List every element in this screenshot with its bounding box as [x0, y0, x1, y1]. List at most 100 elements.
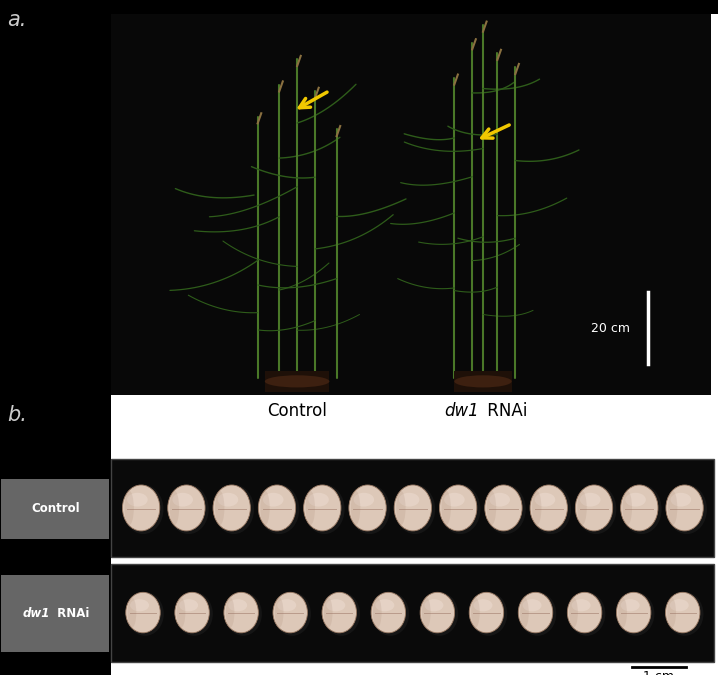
Ellipse shape [621, 485, 661, 534]
Ellipse shape [420, 593, 454, 633]
Ellipse shape [127, 493, 148, 506]
Ellipse shape [172, 493, 193, 506]
Text: Control: Control [31, 502, 80, 516]
Ellipse shape [440, 485, 480, 534]
Text: Control: Control [267, 402, 327, 420]
Ellipse shape [225, 597, 234, 628]
Ellipse shape [224, 593, 258, 633]
FancyBboxPatch shape [454, 371, 512, 392]
Ellipse shape [326, 599, 345, 612]
Bar [0, 0, 111, 675]
Ellipse shape [567, 593, 602, 633]
Ellipse shape [258, 485, 296, 531]
Ellipse shape [444, 493, 465, 506]
Ellipse shape [485, 485, 526, 534]
Ellipse shape [535, 493, 555, 506]
Ellipse shape [439, 485, 477, 531]
Ellipse shape [625, 493, 645, 506]
Ellipse shape [177, 597, 185, 628]
Ellipse shape [273, 593, 307, 633]
Ellipse shape [306, 491, 315, 525]
Ellipse shape [666, 592, 704, 636]
Ellipse shape [123, 485, 164, 534]
Ellipse shape [520, 597, 528, 628]
Bar [1, 575, 109, 652]
Ellipse shape [620, 485, 658, 531]
Ellipse shape [398, 493, 419, 506]
Ellipse shape [322, 593, 356, 633]
Ellipse shape [371, 593, 406, 633]
Ellipse shape [323, 592, 360, 636]
Ellipse shape [169, 491, 179, 525]
Ellipse shape [519, 592, 556, 636]
Ellipse shape [126, 592, 164, 636]
Ellipse shape [228, 599, 247, 612]
Text: a.: a. [7, 10, 27, 30]
Ellipse shape [618, 597, 627, 628]
Ellipse shape [130, 599, 149, 612]
Bar [111, 564, 714, 662]
Ellipse shape [671, 493, 691, 506]
Ellipse shape [485, 485, 522, 531]
Ellipse shape [176, 592, 213, 636]
Ellipse shape [265, 375, 330, 387]
Ellipse shape [471, 597, 480, 628]
Text: dw1: dw1 [444, 402, 480, 420]
Ellipse shape [577, 491, 587, 525]
Text: b.: b. [7, 405, 27, 425]
Bar [0, 0, 718, 14]
Ellipse shape [213, 485, 251, 531]
Ellipse shape [215, 491, 225, 525]
Ellipse shape [670, 599, 689, 612]
Ellipse shape [572, 599, 591, 612]
Ellipse shape [470, 593, 504, 633]
Ellipse shape [123, 485, 160, 531]
Ellipse shape [576, 485, 616, 534]
Ellipse shape [350, 485, 390, 534]
Ellipse shape [396, 491, 406, 525]
Ellipse shape [225, 592, 262, 636]
Ellipse shape [617, 592, 654, 636]
Ellipse shape [259, 485, 299, 534]
Ellipse shape [667, 597, 676, 628]
Text: 20 cm: 20 cm [591, 321, 630, 335]
Ellipse shape [277, 599, 297, 612]
Ellipse shape [324, 597, 332, 628]
Ellipse shape [304, 485, 341, 531]
Ellipse shape [304, 485, 345, 534]
Ellipse shape [218, 493, 238, 506]
Ellipse shape [580, 493, 600, 506]
Ellipse shape [263, 493, 284, 506]
Ellipse shape [568, 592, 605, 636]
Ellipse shape [666, 485, 707, 534]
Ellipse shape [169, 485, 209, 534]
Ellipse shape [474, 599, 493, 612]
Ellipse shape [454, 375, 512, 387]
Ellipse shape [422, 597, 431, 628]
Ellipse shape [666, 485, 703, 531]
Ellipse shape [490, 493, 510, 506]
Ellipse shape [518, 593, 553, 633]
Ellipse shape [126, 593, 160, 633]
Text: RNAi: RNAi [53, 607, 90, 620]
Ellipse shape [274, 592, 311, 636]
Ellipse shape [353, 493, 374, 506]
Ellipse shape [394, 485, 432, 531]
Ellipse shape [168, 485, 205, 531]
Ellipse shape [668, 491, 677, 525]
Ellipse shape [128, 597, 136, 628]
Text: RNAi: RNAi [482, 402, 527, 420]
Ellipse shape [623, 491, 632, 525]
Ellipse shape [666, 593, 700, 633]
Bar [1, 479, 109, 539]
Ellipse shape [421, 592, 458, 636]
Ellipse shape [261, 491, 270, 525]
Ellipse shape [351, 491, 360, 525]
Ellipse shape [373, 597, 381, 628]
Ellipse shape [569, 597, 578, 628]
Ellipse shape [620, 599, 640, 612]
Ellipse shape [175, 593, 210, 633]
Text: dw1: dw1 [22, 607, 50, 620]
Ellipse shape [616, 593, 651, 633]
Ellipse shape [349, 485, 386, 531]
